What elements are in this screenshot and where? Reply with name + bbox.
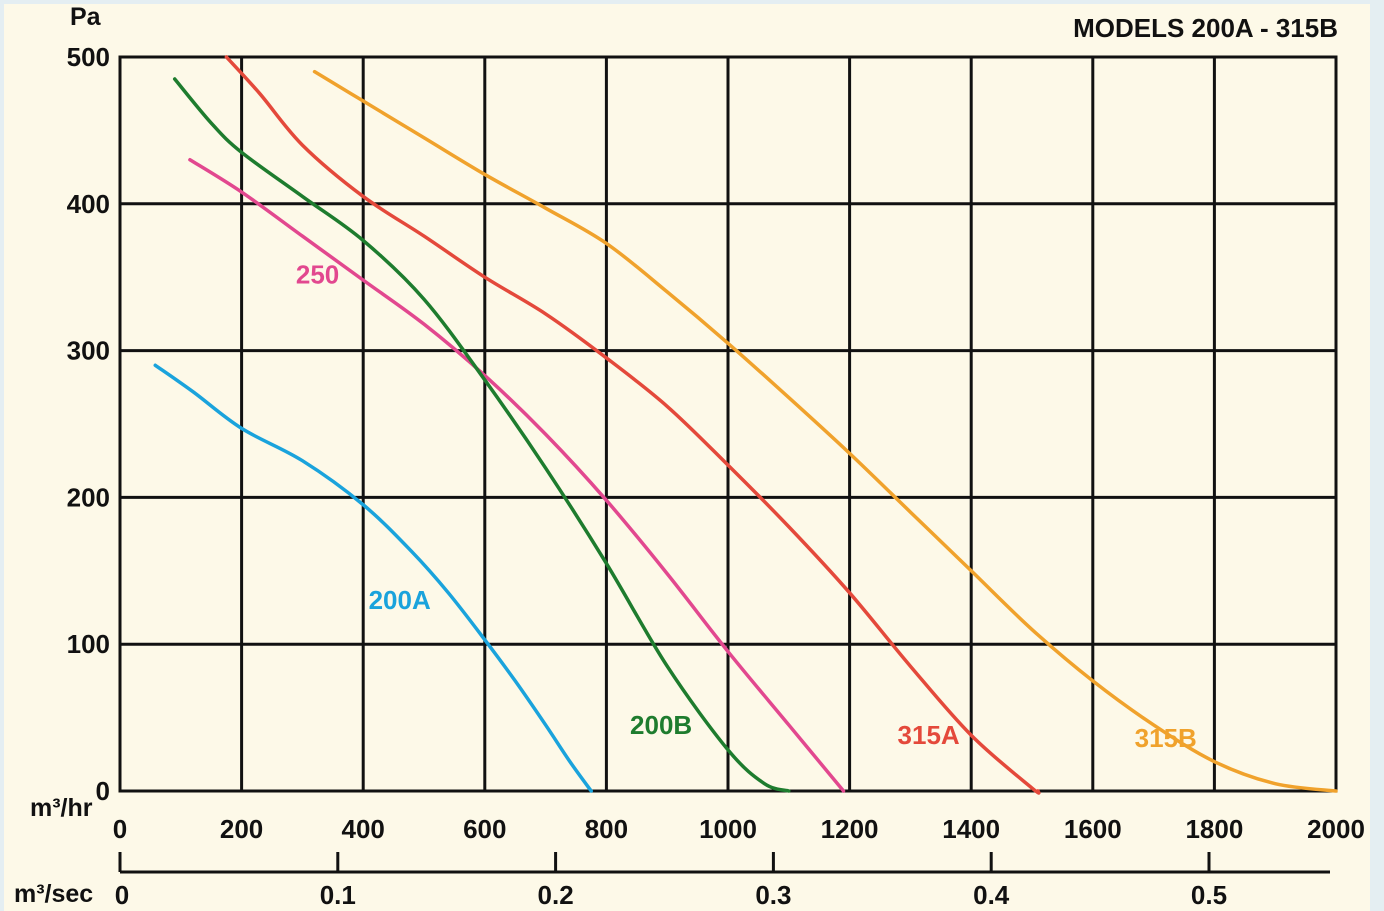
x-tick-label: 1800 (1185, 814, 1243, 844)
x2-tick-label: 0.1 (320, 880, 356, 910)
x-tick-label: 600 (463, 814, 506, 844)
x-tick-label: 1400 (942, 814, 1000, 844)
y-tick-label: 200 (67, 482, 110, 512)
y-tick-label: 400 (67, 189, 110, 219)
x-tick-label: 800 (585, 814, 628, 844)
y-tick-label: 300 (67, 336, 110, 366)
curve-label-315a: 315A (898, 720, 960, 750)
curve-label-315b: 315B (1135, 723, 1197, 753)
x-tick-label: 1000 (699, 814, 757, 844)
x2-tick-label: 0.4 (973, 880, 1010, 910)
x2-tick-label: 0.3 (755, 880, 791, 910)
x-tick-label: 200 (220, 814, 263, 844)
x-tick-label: 0 (113, 814, 127, 844)
curve-250 (188, 158, 846, 793)
x-tick-label: 1600 (1064, 814, 1122, 844)
x2-axis-title: m³/sec (14, 880, 93, 908)
curve-200a (153, 363, 593, 793)
curves (153, 55, 1338, 795)
x-axis-title: m³/hr (30, 794, 93, 822)
curve-315b (312, 69, 1338, 793)
x2-tick-label: 0.5 (1191, 880, 1227, 910)
secondary-axis: 0 0.1 0.2 0.3 0.4 0.5 (115, 852, 1330, 910)
x-tick-label: 2000 (1307, 814, 1365, 844)
labels: 200A 250 200B 315A 315B (296, 259, 1197, 753)
x2-tick-label: 0 (115, 880, 129, 910)
x-tick-label: 400 (342, 814, 385, 844)
x2-tick-label: 0.2 (538, 880, 574, 910)
y-tick-label: 100 (67, 629, 110, 659)
curve-label-200b: 200B (630, 710, 692, 740)
fan-curve-chart: 0 200 400 600 800 1000 1200 1400 1600 1800 2000010… (14, 4, 1365, 910)
grid: 0 200 400 600 800 1000 1200 1400 1600 1800 2000 0 10… (67, 42, 1365, 844)
curve-label-250: 250 (296, 259, 339, 289)
curve-315a (224, 55, 1041, 795)
y-tick-label: 0 (96, 776, 110, 806)
curve-label-200a: 200A (369, 585, 431, 615)
chart-title: MODELS 200A - 315B (1073, 13, 1338, 43)
curve-200b (172, 77, 791, 793)
chart-area: 0 200 400 600 800 1000 1200 1400 1600 1800 2000 0 10… (4, 4, 1370, 911)
x-tick-label: 1200 (821, 814, 879, 844)
y-axis-title: Pa (70, 4, 102, 31)
y-tick-label: 500 (67, 42, 110, 72)
